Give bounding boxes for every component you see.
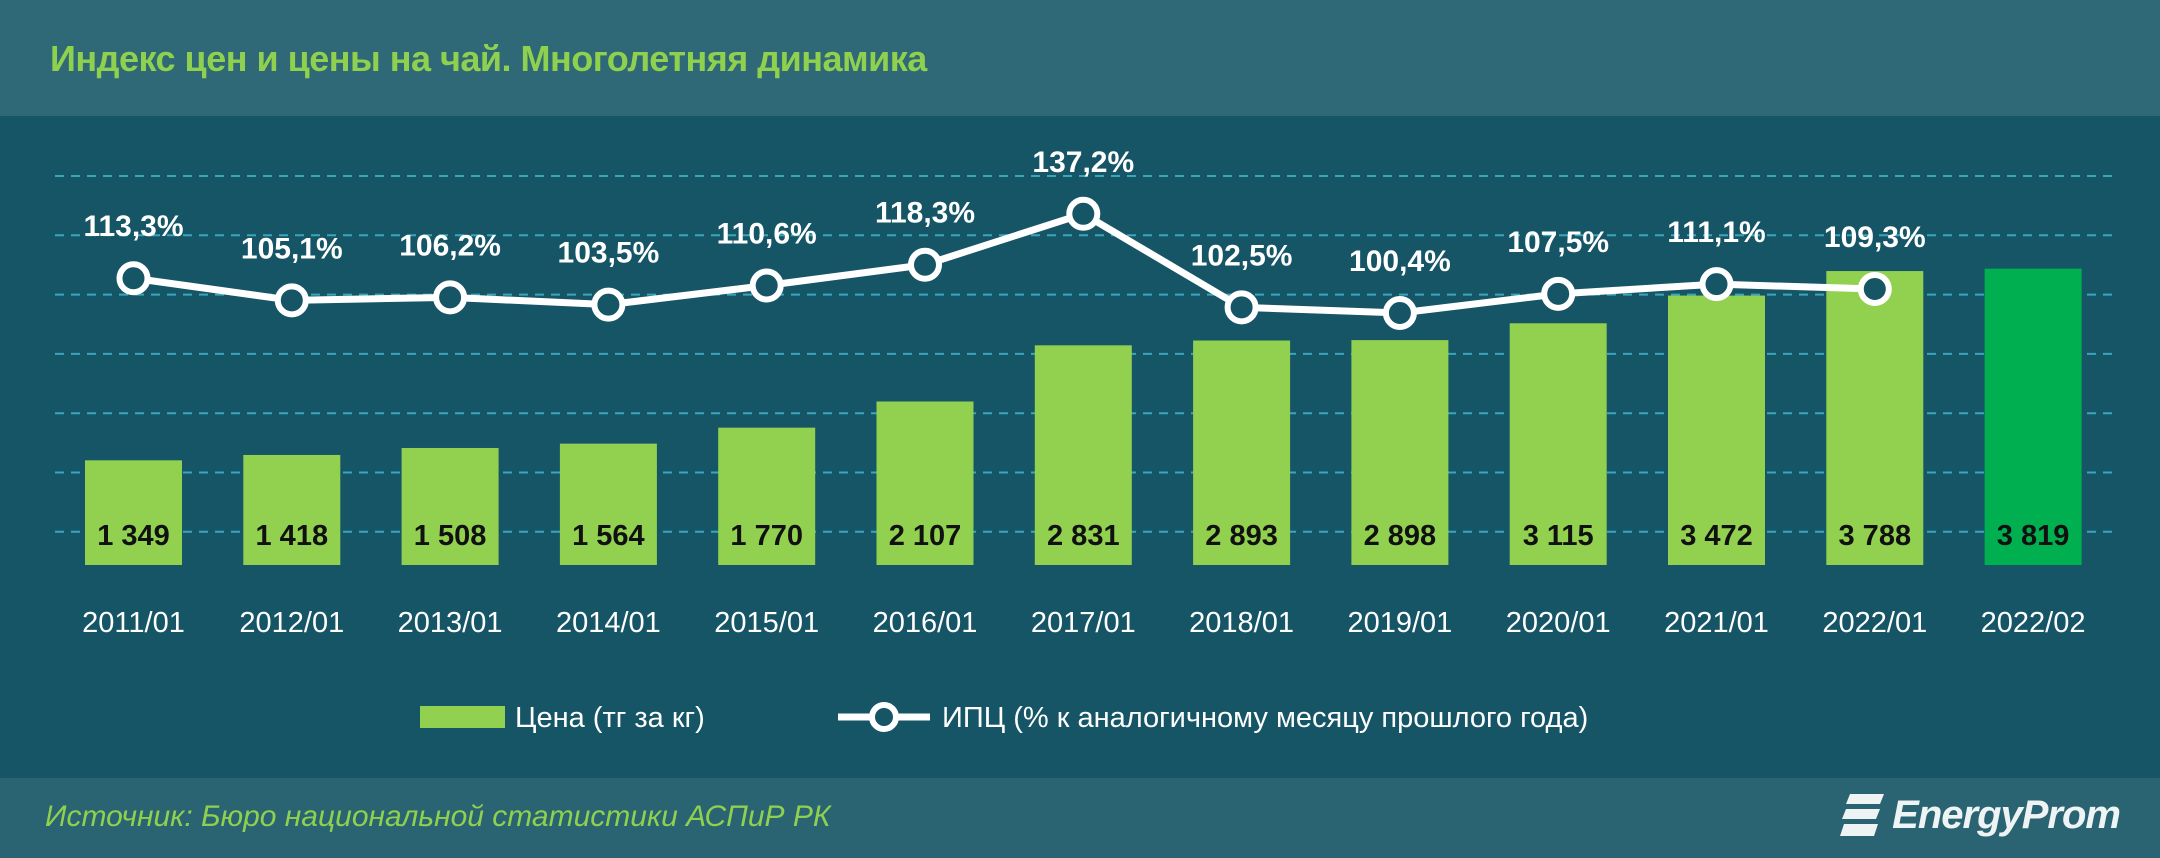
legend-bar-label: Цена (тг за кг) xyxy=(515,702,705,734)
bar-value-label: 1 349 xyxy=(97,520,170,552)
x-tick-label: 2012/01 xyxy=(239,607,344,639)
bar xyxy=(1034,345,1132,565)
ipc-value-label: 113,3% xyxy=(83,210,183,243)
bar xyxy=(1351,340,1449,565)
bar-value-label: 1 508 xyxy=(414,520,487,552)
ipc-value-label: 107,5% xyxy=(1507,226,1609,259)
ipc-value-label: 100,4% xyxy=(1349,245,1451,278)
ipc-point xyxy=(1541,276,1576,311)
bar xyxy=(1668,295,1765,565)
bar-value-label: 1 564 xyxy=(572,520,645,552)
bar-value-label: 3 788 xyxy=(1839,520,1912,552)
x-tick-label: 2022/01 xyxy=(1822,607,1927,639)
ipc-value-label: 103,5% xyxy=(558,237,660,270)
bar-value-label: 3 472 xyxy=(1680,520,1753,552)
ipc-point xyxy=(908,247,942,282)
ipc-point xyxy=(1699,267,1734,302)
ipc-point xyxy=(116,261,151,296)
x-tick-label: 2017/01 xyxy=(1031,607,1136,639)
x-tick-label: 2014/01 xyxy=(556,607,661,639)
bar xyxy=(243,454,341,565)
legend-line-label: ИПЦ (% к аналогичному месяцу прошлого го… xyxy=(942,702,1588,734)
bar-value-label: 3 819 xyxy=(1997,520,2070,552)
legend-bar-swatch xyxy=(420,706,505,728)
ipc-value-label: 110,6% xyxy=(717,218,817,251)
ipc-point xyxy=(1224,290,1259,325)
source-note: Источник: Бюро национальной статистики А… xyxy=(45,800,831,833)
ipc-line xyxy=(133,210,1875,317)
chart: 1 349 2011/01 1 418 2012/01 1 508 2013/01 1 56… xyxy=(55,146,2115,734)
bar xyxy=(559,443,657,565)
x-tick-label: 2016/01 xyxy=(873,607,978,639)
ipc-value-label: 102,5% xyxy=(1191,239,1293,272)
bar-value-label: 2 107 xyxy=(889,520,962,552)
bar xyxy=(1509,323,1607,565)
ipc-value-label: 106,2% xyxy=(399,229,501,262)
bar-value-label: 2 831 xyxy=(1047,520,1120,552)
ipc-point xyxy=(591,287,626,322)
ipc-value-label: 111,1% xyxy=(1667,216,1765,249)
bar-value-label: 1 770 xyxy=(730,520,803,552)
bar xyxy=(85,460,182,565)
x-tick-label: 2018/01 xyxy=(1189,607,1294,639)
bar xyxy=(1984,268,2082,565)
chart-panel: 1 349 2011/01 1 418 2012/01 1 508 2013/01 1 56… xyxy=(0,116,2160,778)
ipc-value-label: 109,3% xyxy=(1824,221,1926,254)
x-tick-label: 2011/01 xyxy=(82,607,185,639)
ipc-value-label: 105,1% xyxy=(241,232,343,265)
ipc-point xyxy=(749,268,784,303)
x-tick-label: 2022/02 xyxy=(1981,607,2086,639)
x-tick-label: 2013/01 xyxy=(398,607,503,639)
bar xyxy=(1826,271,1924,565)
bar xyxy=(718,427,816,565)
bar-value-label: 2 893 xyxy=(1205,520,1278,552)
x-tick-label: 2020/01 xyxy=(1506,607,1611,639)
logo-text: EnergyProm xyxy=(1892,792,2121,837)
bar-value-label: 2 898 xyxy=(1364,520,1437,552)
bar xyxy=(401,447,499,565)
ipc-point xyxy=(1382,296,1417,330)
ipc-value-label: 118,3% xyxy=(875,197,975,230)
energyprom-logo: EnergyProm xyxy=(1840,792,2121,838)
bar xyxy=(876,401,974,565)
ipc-point xyxy=(433,280,468,315)
legend-line-marker xyxy=(869,702,899,732)
logo-icon xyxy=(1840,794,1885,836)
bar-value-label: 1 418 xyxy=(256,520,329,552)
bar xyxy=(1193,340,1291,565)
ipc-point xyxy=(1857,272,1892,307)
bar-value-label: 3 115 xyxy=(1523,520,1594,552)
header: Индекс цен и цены на чай. Многолетняя ди… xyxy=(0,0,2160,116)
ipc-value-label: 137,2% xyxy=(1032,146,1134,179)
x-tick-label: 2015/01 xyxy=(714,607,819,639)
chart-title: Индекс цен и цены на чай. Многолетняя ди… xyxy=(50,38,927,79)
footer: Источник: Бюро национальной статистики А… xyxy=(0,778,2160,858)
ipc-point xyxy=(274,283,309,318)
x-tick-label: 2019/01 xyxy=(1347,607,1452,639)
x-tick-label: 2021/01 xyxy=(1664,607,1769,639)
ipc-point xyxy=(1066,196,1101,231)
